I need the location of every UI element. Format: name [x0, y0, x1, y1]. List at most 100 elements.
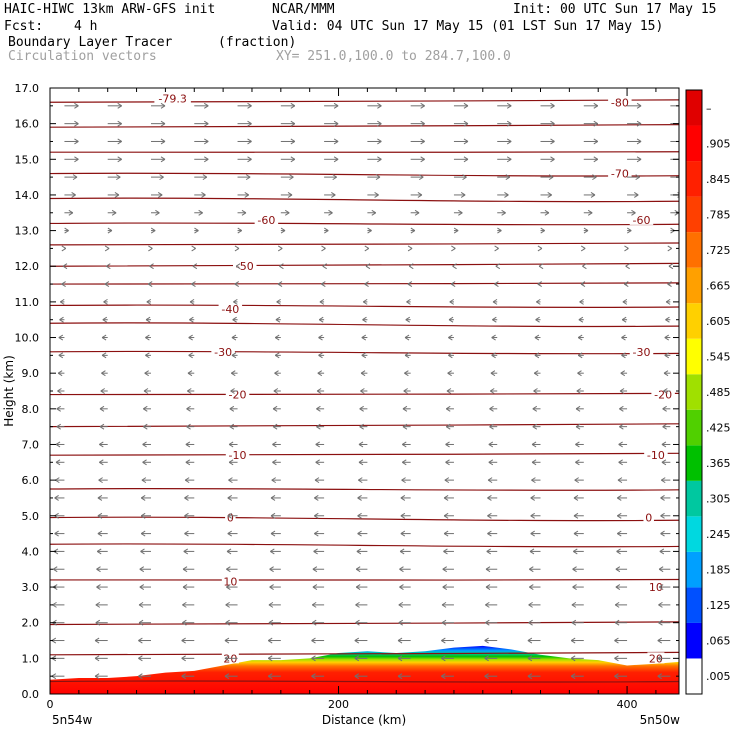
circulation-vector: [621, 334, 628, 341]
circulation-vector: [188, 352, 195, 359]
circulation-vector: [358, 459, 368, 466]
org-label: NCAR/MMM: [272, 2, 335, 17]
circulation-vector: [99, 459, 108, 466]
circulation-vector: [150, 174, 164, 181]
circulation-vector: [150, 138, 166, 145]
colorbar-label: .245: [706, 528, 731, 541]
colorbar-label: .905: [706, 137, 731, 150]
circulation-vector: [184, 495, 195, 501]
circulation-vector: [441, 655, 454, 662]
circulation-vector: [359, 405, 368, 412]
colorbar: .005 .065 .125 .185 .245 .305 .365 .425 .485 .545…: [685, 89, 731, 695]
isotherm-line: [50, 392, 679, 396]
circulation-vector: [316, 388, 325, 394]
circulation-vector: [273, 388, 281, 394]
circulation-vector: [64, 156, 79, 163]
circulation-vector: [442, 566, 454, 573]
circulation-vector: [486, 548, 498, 555]
circulation-vector: [540, 102, 555, 109]
circulation-vector: [314, 495, 325, 501]
circulation-vector: [354, 637, 368, 644]
colorbar-swatch: [686, 303, 702, 339]
circulation-vector: [237, 209, 247, 216]
circulation-vector: [367, 209, 377, 216]
colorbar-swatch: [686, 587, 702, 623]
isotherm-label-bg: [218, 303, 243, 315]
y-tick-label: 6.0: [22, 474, 40, 487]
circulation-vector: [237, 156, 252, 163]
circulation-vector: [614, 637, 628, 644]
circulation-vector: [400, 530, 411, 537]
circulation-vector: [143, 388, 151, 394]
circulation-vector: [237, 174, 251, 181]
circulation-vector: [402, 405, 411, 412]
circulation-vector: [226, 584, 238, 590]
circulation-vector: [540, 192, 552, 198]
circulation-vector: [667, 245, 673, 252]
circulation-vector: [453, 102, 469, 109]
circulation-vector: [280, 138, 296, 145]
circulation-vector: [230, 388, 238, 394]
circulation-vector: [318, 352, 325, 359]
circulation-vector: [99, 423, 108, 430]
circulation-vector: [488, 441, 498, 448]
circulation-vector: [484, 673, 498, 680]
circulation-vector: [322, 263, 327, 270]
circulation-vector: [324, 227, 329, 234]
circulation-vector: [407, 281, 413, 287]
circulation-vector: [573, 548, 584, 555]
isotherm-label: -60: [633, 214, 651, 227]
circulation-vector: [410, 209, 420, 216]
circulation-vector: [64, 102, 79, 109]
circulation-vector: [358, 477, 368, 484]
circulation-vector: [614, 619, 628, 626]
circulation-vector: [531, 477, 541, 484]
circulation-vector: [269, 584, 281, 590]
circulation-vector: [580, 245, 586, 252]
colorbar-swatch: [686, 658, 702, 694]
circulation-vector: [397, 655, 411, 662]
circulation-vector: [627, 120, 642, 127]
circulation-vector: [527, 637, 541, 644]
circulation-vector: [192, 263, 198, 270]
circulation-vector: [367, 102, 382, 109]
colorbar-swatch: [686, 409, 702, 446]
forecast-value: 4 h: [74, 19, 98, 34]
circulation-vector: [51, 637, 65, 644]
colorbar-swatch: [686, 232, 702, 268]
circulation-vector: [403, 388, 411, 394]
circulation-vector: [622, 298, 628, 305]
circulation-vector: [237, 192, 250, 198]
circulation-vector: [184, 477, 195, 484]
forecast-label: Fcst:: [4, 19, 44, 34]
circulation-vector: [270, 548, 281, 555]
circulation-vector: [324, 209, 333, 216]
circulation-vector: [659, 548, 671, 555]
circulation-vector: [235, 263, 241, 270]
isotherm-line: [50, 680, 679, 683]
circulation-vector: [627, 138, 642, 145]
isotherm-label: -40: [221, 303, 239, 316]
isotherm-label-bg: [154, 92, 191, 104]
circulation-vector: [144, 370, 151, 377]
circulation-vector: [658, 601, 671, 608]
isotherm-label: -50: [236, 260, 254, 273]
circulation-vector: [321, 245, 326, 252]
circulation-vector: [147, 281, 153, 287]
circulation-vector: [139, 566, 151, 573]
circulation-vector: [268, 601, 281, 608]
colorbar-label: .725: [706, 244, 731, 257]
circulation-vector: [531, 459, 541, 466]
circulation-vector: [624, 245, 629, 252]
circulation-vector: [64, 138, 79, 145]
y-tick-label: 17.0: [15, 82, 40, 95]
isotherm-label: -10: [229, 449, 247, 462]
circulation-vector: [614, 601, 628, 608]
circulation-vector: [577, 352, 584, 359]
circulation-vector: [405, 316, 411, 323]
circulation-vector: [357, 530, 368, 537]
circulation-vector: [444, 477, 454, 484]
isotherm-label: -79.3: [158, 93, 186, 106]
circulation-vector: [571, 619, 584, 626]
circulation-vector: [497, 192, 509, 198]
